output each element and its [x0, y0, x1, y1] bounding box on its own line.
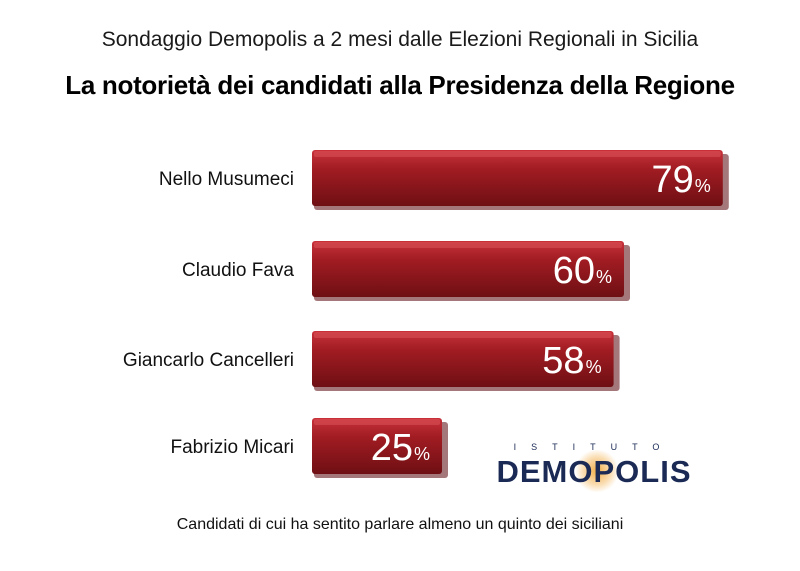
chart-title: La notorietà dei candidati alla Presiden… [65, 70, 735, 100]
logo-glow [574, 450, 620, 492]
logo-main-text: DEMOPOLIS [496, 454, 692, 489]
category-label: Nello Musumeci [159, 169, 294, 190]
bar [312, 331, 614, 387]
logo-top-text: ISTITUTO [513, 442, 675, 452]
chart-footnote: Candidati di cui ha sentito parlare alme… [176, 516, 624, 533]
bar [312, 241, 624, 297]
demopolis-logo: ISTITUTO DEMOPOLIS [466, 440, 722, 492]
chart-subtitle: Sondaggio Demopolis a 2 mesi dalle Elezi… [101, 28, 699, 51]
value-label: 79% [652, 159, 711, 201]
category-label: Giancarlo Cancelleri [123, 350, 294, 371]
bar-highlight [314, 151, 721, 157]
category-label: Claudio Fava [182, 260, 294, 281]
bar-highlight [314, 419, 440, 425]
value-label: 60% [553, 250, 612, 292]
category-label: Fabrizio Micari [170, 437, 294, 458]
bar [312, 150, 723, 206]
bar-highlight [314, 242, 622, 248]
bar [312, 418, 442, 474]
bar-highlight [314, 332, 612, 338]
value-label: 25% [371, 427, 430, 469]
value-label: 58% [542, 340, 601, 382]
